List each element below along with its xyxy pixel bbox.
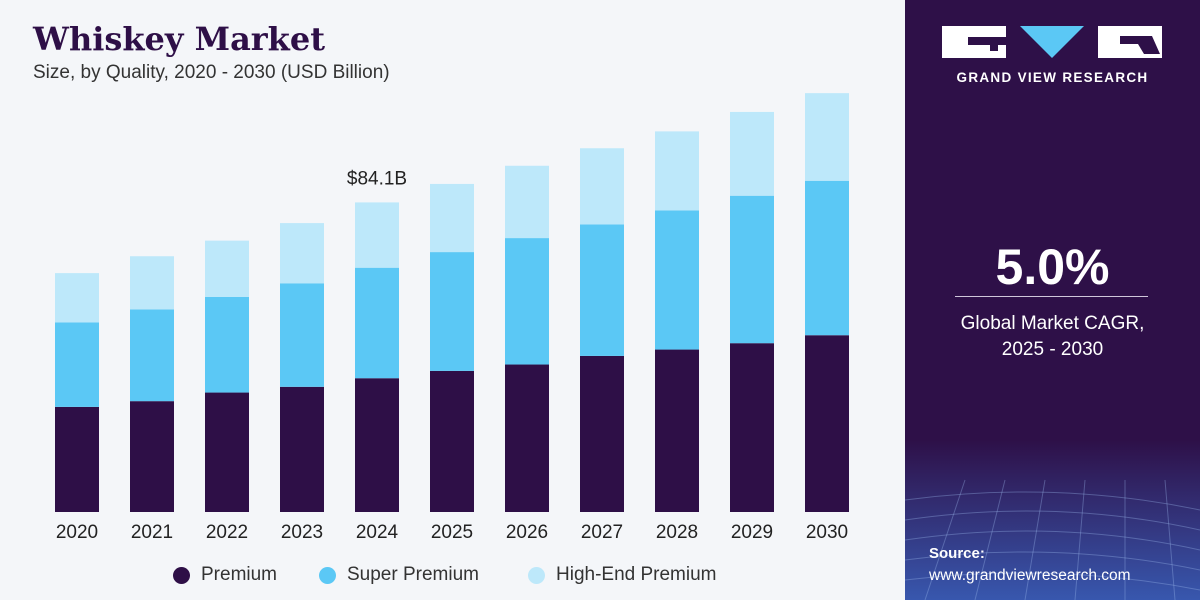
- x-tick-label-2028: 2028: [656, 522, 698, 543]
- x-tick-label-2020: 2020: [56, 522, 98, 543]
- bar-premium-2021: [130, 401, 174, 512]
- x-tick-label-2025: 2025: [431, 522, 473, 543]
- legend-item-super-premium: Super Premium: [319, 562, 479, 588]
- bar-premium-2024: [355, 378, 399, 512]
- x-tick-label-2023: 2023: [281, 522, 323, 543]
- bar-super-premium-2029: [730, 195, 774, 344]
- bar-stack-2028: [655, 131, 699, 512]
- bar-premium-2022: [205, 392, 249, 512]
- x-tick-label-2027: 2027: [581, 522, 623, 543]
- bar-premium-2029: [730, 343, 774, 512]
- brand-name: GRAND VIEW RESEARCH: [956, 70, 1149, 85]
- bar-super-premium-2026: [505, 238, 549, 365]
- cagr-label-line2: 2025 - 2030: [1001, 339, 1104, 360]
- bar-high-end-premium-2030: [805, 93, 849, 181]
- x-tick-label-2022: 2022: [206, 522, 248, 543]
- legend-item-high-end-premium: High-End Premium: [528, 562, 717, 588]
- bar-high-end-premium-2025: [430, 183, 474, 253]
- bar-stack-2024: [355, 202, 399, 512]
- bar-chart: 2020 2021 2022 2023 2024 $84.1B 2025 2026 2027 20…: [55, 93, 849, 543]
- bar-high-end-premium-2020: [55, 273, 99, 323]
- x-tick-label-2021: 2021: [131, 522, 173, 543]
- bar-premium-2025: [430, 370, 474, 512]
- cagr-label-line1: Global Market CAGR,: [960, 313, 1145, 334]
- bar-premium-2026: [505, 364, 549, 512]
- bar-premium-2028: [655, 349, 699, 512]
- bar-stack-2020: [55, 273, 99, 512]
- bar-super-premium-2021: [130, 309, 174, 402]
- legend-swatch-high-end-premium: [528, 566, 545, 584]
- bar-stack-2030: [805, 93, 849, 512]
- x-tick-label-2024: 2024: [356, 522, 399, 543]
- bar-high-end-premium-2029: [730, 111, 774, 196]
- bar-super-premium-2028: [655, 210, 699, 350]
- bar-stack-2029: [730, 111, 774, 512]
- bar-stack-2022: [205, 240, 249, 512]
- bar-high-end-premium-2021: [130, 256, 174, 310]
- bar-stack-2021: [130, 256, 174, 512]
- bar-super-premium-2022: [205, 297, 249, 393]
- legend-label-high-end-premium: High-End Premium: [556, 564, 717, 585]
- bar-super-premium-2030: [805, 180, 849, 336]
- legend-swatch-super-premium: [319, 566, 336, 584]
- bar-stack-2023: [280, 223, 324, 512]
- bar-super-premium-2020: [55, 322, 99, 407]
- bar-premium-2023: [280, 386, 324, 512]
- bar-super-premium-2023: [280, 283, 324, 387]
- x-tick-label-2029: 2029: [731, 522, 773, 543]
- gvr-logo-icon: [942, 26, 1162, 58]
- bar-high-end-premium-2023: [280, 223, 324, 284]
- data-label-2024: $84.1B: [347, 168, 407, 189]
- bar-premium-2027: [580, 355, 624, 512]
- bar-stack-2025: [430, 183, 474, 512]
- bar-stack-2027: [580, 148, 624, 512]
- bar-high-end-premium-2024: [355, 202, 399, 268]
- source-label: Source:: [929, 545, 985, 562]
- x-tick-label-2026: 2026: [506, 522, 548, 543]
- cagr-label: Global Market CAGR, 2025 - 2030: [905, 311, 1200, 363]
- chart-subtitle: Size, by Quality, 2020 - 2030 (USD Billi…: [33, 62, 390, 83]
- bar-super-premium-2027: [580, 224, 624, 356]
- legend-swatch-premium: [173, 566, 190, 584]
- bar-super-premium-2025: [430, 252, 474, 371]
- cagr-value: 5.0%: [995, 239, 1110, 295]
- chart-legend: Premium Super Premium High-End Premium: [0, 562, 905, 588]
- bar-super-premium-2024: [355, 267, 399, 379]
- legend-item-premium: Premium: [173, 562, 277, 588]
- chart-panel: Whiskey Market Size, by Quality, 2020 - …: [0, 20, 905, 588]
- bar-high-end-premium-2027: [580, 148, 624, 225]
- legend-label-super-premium: Super Premium: [347, 564, 479, 585]
- bar-stack-2026: [505, 165, 549, 512]
- x-tick-label-2030: 2030: [806, 522, 848, 543]
- bar-high-end-premium-2026: [505, 165, 549, 239]
- chart-title: Whiskey Market: [33, 20, 325, 58]
- legend-label-premium: Premium: [201, 564, 278, 585]
- bar-premium-2030: [805, 335, 849, 512]
- cagr-divider: [955, 296, 1148, 297]
- source-url[interactable]: www.grandviewresearch.com: [929, 567, 1131, 584]
- sidebar-panel: GRAND VIEW RESEARCH 5.0% Global Market C…: [905, 0, 1200, 600]
- bar-premium-2020: [55, 406, 99, 512]
- bar-high-end-premium-2022: [205, 240, 249, 297]
- wireframe-background-art: [905, 440, 1200, 600]
- bar-high-end-premium-2028: [655, 131, 699, 211]
